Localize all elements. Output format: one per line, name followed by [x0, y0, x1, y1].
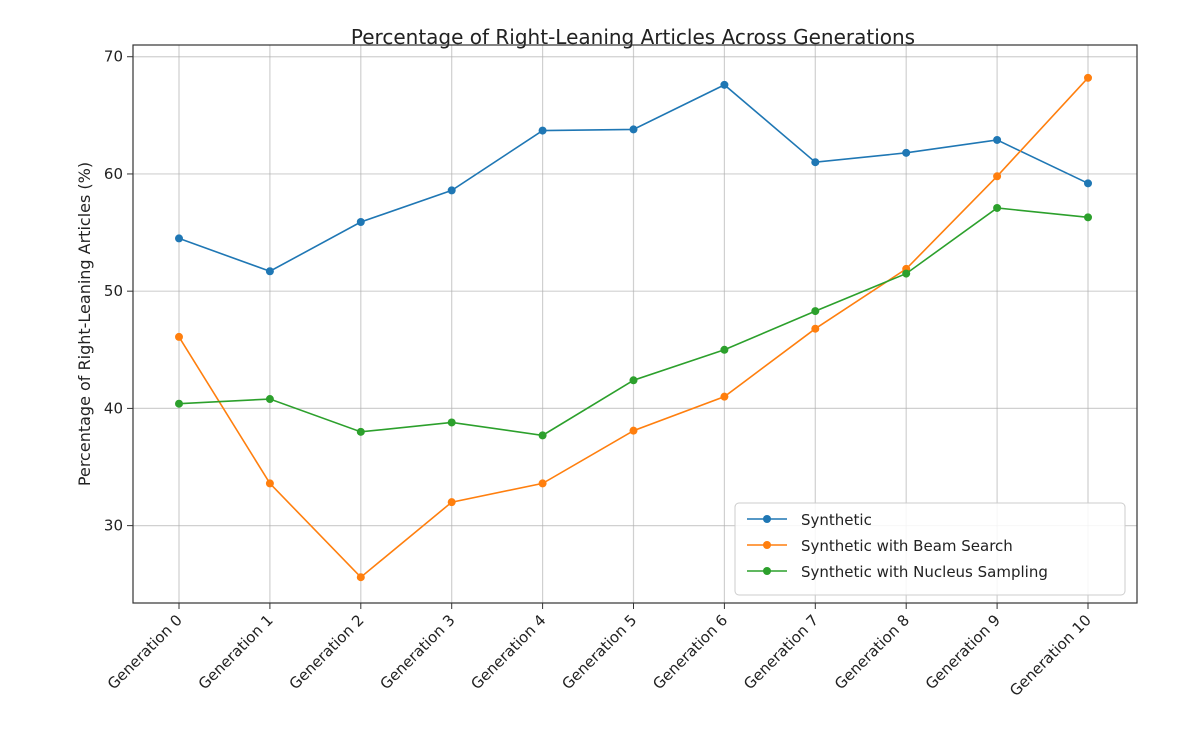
- x-tick-label: Generation 10: [1006, 611, 1095, 700]
- data-point: [1084, 213, 1092, 222]
- data-point: [447, 186, 456, 195]
- legend: Synthetic Synthetic with Beam Search Synth…: [734, 502, 1126, 596]
- data-point: [538, 479, 547, 488]
- data-point: [902, 148, 911, 157]
- y-axis-label: Percentage of Right-Leaning Articles (%): [75, 162, 94, 486]
- data-point: [811, 158, 820, 167]
- data-point: [1084, 179, 1092, 188]
- data-point: [538, 431, 547, 440]
- y-tick-label: 40: [104, 399, 123, 417]
- legend-label-2: Synthetic with Nucleus Sampling: [801, 563, 1048, 581]
- data-point: [629, 426, 638, 435]
- x-tick-label: Generation 9: [922, 611, 1004, 693]
- legend-box: [734, 502, 1126, 596]
- data-point: [447, 418, 456, 427]
- data-point: [265, 267, 274, 276]
- axes: Generation 0 Generation 1 Generation 2 Gene…: [104, 48, 1095, 700]
- legend-label-1: Synthetic with Beam Search: [801, 537, 1013, 555]
- data-point: [356, 427, 365, 436]
- legend-marker-0: [763, 515, 771, 523]
- data-point: [1084, 73, 1092, 82]
- data-point: [720, 345, 729, 354]
- x-tick-label: Generation 1: [195, 611, 277, 693]
- data-point: [175, 399, 183, 408]
- data-point: [265, 479, 274, 488]
- legend-marker-1: [763, 541, 771, 549]
- data-point: [720, 80, 729, 89]
- data-point: [356, 218, 365, 227]
- y-tick-label: 30: [104, 517, 123, 535]
- data-point: [265, 395, 274, 404]
- data-point: [629, 125, 638, 134]
- data-point: [811, 307, 820, 316]
- data-point: [447, 498, 456, 507]
- data-point: [720, 392, 729, 401]
- x-tick-label: Generation 6: [649, 611, 731, 693]
- x-tick-label: Generation 8: [831, 611, 913, 693]
- plot-frame: [132, 44, 1138, 604]
- x-tick-label: Generation 5: [558, 611, 640, 693]
- x-tick-label: Generation 0: [104, 611, 186, 693]
- data-point: [538, 126, 547, 135]
- data-point: [629, 376, 638, 385]
- x-tick-label: Generation 2: [286, 611, 368, 693]
- legend-label-0: Synthetic: [801, 511, 872, 529]
- y-tick-label: 60: [104, 165, 123, 183]
- y-tick-label: 70: [104, 48, 123, 66]
- series-group: [175, 73, 1092, 582]
- x-tick-label: Generation 4: [467, 611, 549, 693]
- data-point: [175, 234, 183, 243]
- x-tick-label: Generation 7: [740, 611, 822, 693]
- y-tick-label: 50: [104, 282, 123, 300]
- legend-marker-2: [763, 567, 771, 575]
- data-point: [175, 332, 183, 341]
- data-point: [902, 269, 911, 278]
- data-point: [993, 135, 1002, 144]
- data-point: [993, 203, 1002, 212]
- data-point: [811, 324, 820, 333]
- data-point: [993, 172, 1002, 181]
- data-point: [356, 573, 365, 582]
- x-tick-label: Generation 3: [377, 611, 459, 693]
